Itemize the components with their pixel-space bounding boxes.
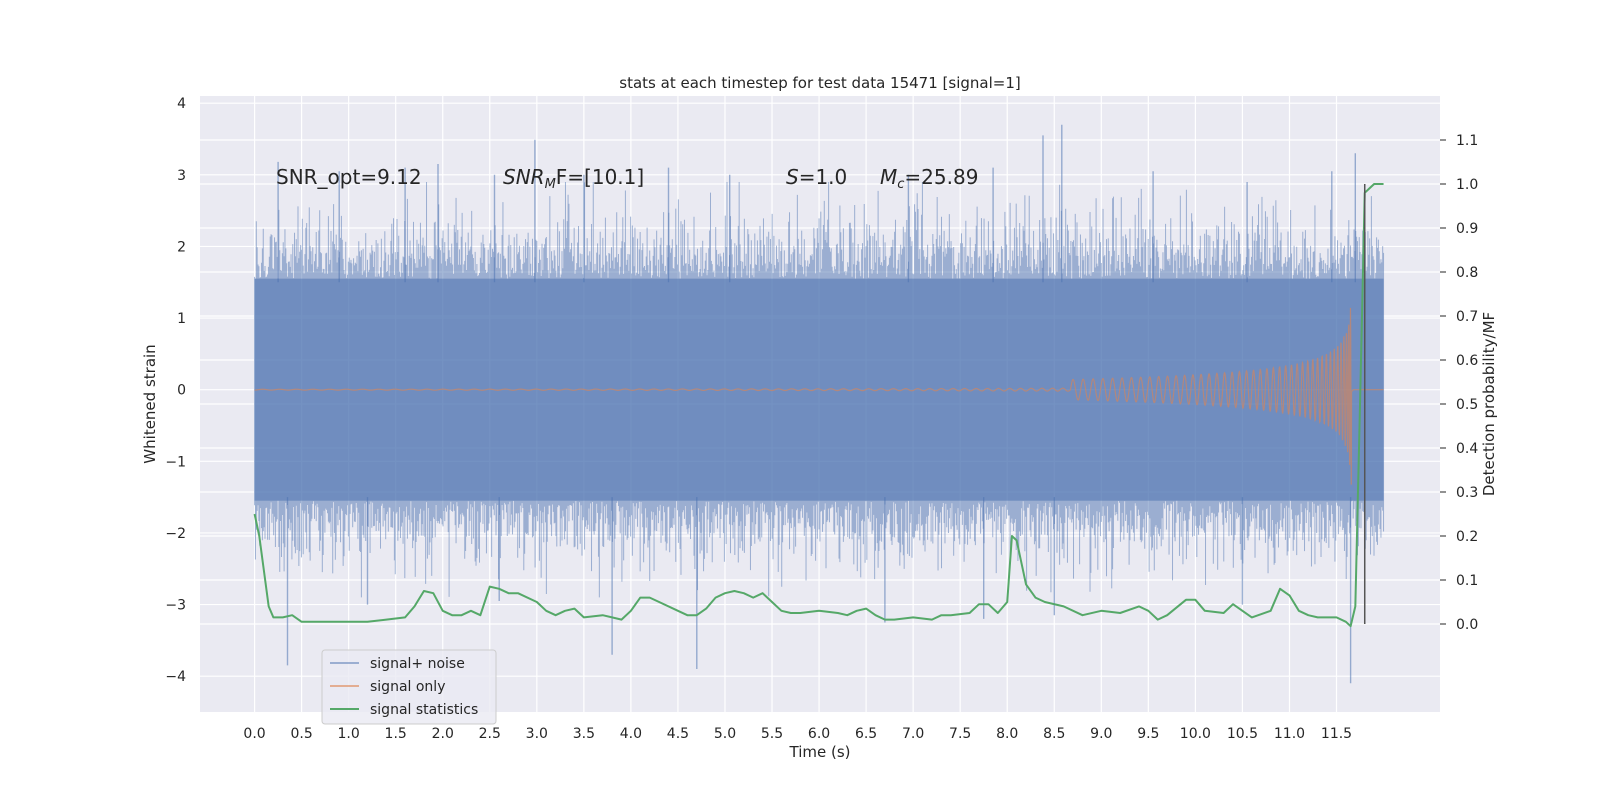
x-tick-label: 4.0 bbox=[620, 726, 642, 742]
chart-title: stats at each timestep for test data 154… bbox=[619, 74, 1020, 92]
y-left-tick-label: −4 bbox=[165, 669, 186, 685]
y-right-tick-label: 0.4 bbox=[1456, 441, 1478, 457]
y-left-tick-label: 3 bbox=[177, 168, 186, 184]
x-tick-label: 4.5 bbox=[667, 726, 689, 742]
x-tick-label: 9.0 bbox=[1090, 726, 1112, 742]
x-tick-label: 6.5 bbox=[855, 726, 877, 742]
legend: signal+ noise signal only signal statist… bbox=[321, 649, 497, 725]
annotation-mc-value: =25.89 bbox=[904, 165, 978, 189]
y-axis-label-right: Detection probability/MF bbox=[1480, 312, 1498, 496]
series-signal-statistics bbox=[253, 183, 1384, 628]
y-right-tick-label: 0.6 bbox=[1456, 353, 1478, 369]
y-left-tick-label: 0 bbox=[177, 383, 186, 399]
x-tick-label: 8.5 bbox=[1043, 726, 1065, 742]
legend-label-signal: signal only bbox=[370, 679, 445, 695]
y-left-tick-label: −1 bbox=[165, 454, 186, 470]
y-left-tick-label: 4 bbox=[177, 96, 186, 112]
x-tick-label: 9.5 bbox=[1137, 726, 1159, 742]
annotation-mc-symbol: M bbox=[880, 165, 897, 189]
y-right-tick-label: 1.1 bbox=[1456, 133, 1478, 149]
x-tick-label: 7.0 bbox=[902, 726, 924, 742]
y-right-tick-label: 0.9 bbox=[1456, 221, 1478, 237]
x-axis-ticks: 0.0 0.5 1.0 1.5 2.0 2.5 3.0 3.5 4.0 4.5 5.0 5.5 6.0 6… bbox=[243, 726, 1352, 742]
legend-label-noise: signal+ noise bbox=[370, 656, 465, 672]
annotation-snr-mf-value: F=[10.1] bbox=[556, 165, 644, 189]
y-left-tick-label: 2 bbox=[177, 239, 186, 255]
annotation-s-value: =1.0 bbox=[799, 165, 848, 189]
y-axis-left-ticks: 4 3 2 1 0 −1 −2 −3 −4 bbox=[165, 96, 186, 685]
x-tick-label: 10.5 bbox=[1227, 726, 1258, 742]
x-tick-label: 5.5 bbox=[761, 726, 783, 742]
annotation-snr-mf: SNRMF=[10.1] bbox=[503, 165, 644, 192]
y-right-tick-label: 0.3 bbox=[1456, 485, 1478, 501]
noise-spikes bbox=[277, 124, 1356, 684]
x-tick-label: 3.0 bbox=[526, 726, 548, 742]
series-signal-only bbox=[254, 307, 1384, 485]
annotation-snr-mf-sub: M bbox=[545, 177, 556, 192]
x-tick-label: 1.5 bbox=[385, 726, 407, 742]
y-right-tick-label: 0.5 bbox=[1456, 397, 1478, 413]
y-left-tick-label: −3 bbox=[165, 598, 186, 614]
x-tick-label: 0.5 bbox=[290, 726, 312, 742]
legend-label-stats: signal statistics bbox=[370, 702, 478, 718]
x-tick-label: 10.0 bbox=[1180, 726, 1211, 742]
y-right-tick-label: 0.1 bbox=[1456, 573, 1478, 589]
x-tick-label: 5.0 bbox=[714, 726, 736, 742]
x-tick-label: 2.0 bbox=[432, 726, 454, 742]
y-right-tick-label: 0.2 bbox=[1456, 529, 1478, 545]
stats-line bbox=[253, 183, 1384, 628]
annotation-s-symbol: S bbox=[786, 165, 799, 189]
x-tick-label: 6.0 bbox=[808, 726, 830, 742]
x-tick-label: 8.0 bbox=[996, 726, 1018, 742]
x-tick-label: 3.5 bbox=[573, 726, 595, 742]
annotation-mc: Mc=25.89 bbox=[880, 165, 978, 192]
x-tick-label: 7.5 bbox=[949, 726, 971, 742]
annotation-mc-sub: c bbox=[897, 177, 904, 192]
annotation-snr-mf-snr: SNR bbox=[503, 165, 545, 189]
signal-chirp bbox=[254, 307, 1384, 485]
noise-trace bbox=[254, 182, 1385, 598]
y-axis-label-left: Whitened strain bbox=[141, 344, 159, 463]
annotation-snr-opt: SNR_opt=9.12 bbox=[276, 165, 422, 189]
annotation-s: S=1.0 bbox=[786, 165, 847, 189]
y-axis-right-ticks: 1.1 1.0 0.9 0.8 0.7 0.6 0.5 0.4 0.3 0.2 0.1 0.0 bbox=[1440, 133, 1478, 633]
x-tick-label: 11.0 bbox=[1274, 726, 1305, 742]
x-tick-label: 11.5 bbox=[1321, 726, 1352, 742]
y-right-tick-label: 0.0 bbox=[1456, 617, 1478, 633]
y-right-tick-label: 0.8 bbox=[1456, 265, 1478, 281]
x-tick-label: 0.0 bbox=[243, 726, 265, 742]
legend-box bbox=[321, 649, 497, 725]
y-right-tick-label: 0.7 bbox=[1456, 309, 1478, 325]
x-tick-label: 2.5 bbox=[479, 726, 501, 742]
y-right-tick-label: 1.0 bbox=[1456, 177, 1478, 193]
x-axis-label: Time (s) bbox=[789, 743, 851, 761]
y-left-tick-label: −2 bbox=[165, 526, 186, 542]
y-left-tick-label: 1 bbox=[177, 311, 186, 327]
x-tick-label: 1.0 bbox=[338, 726, 360, 742]
